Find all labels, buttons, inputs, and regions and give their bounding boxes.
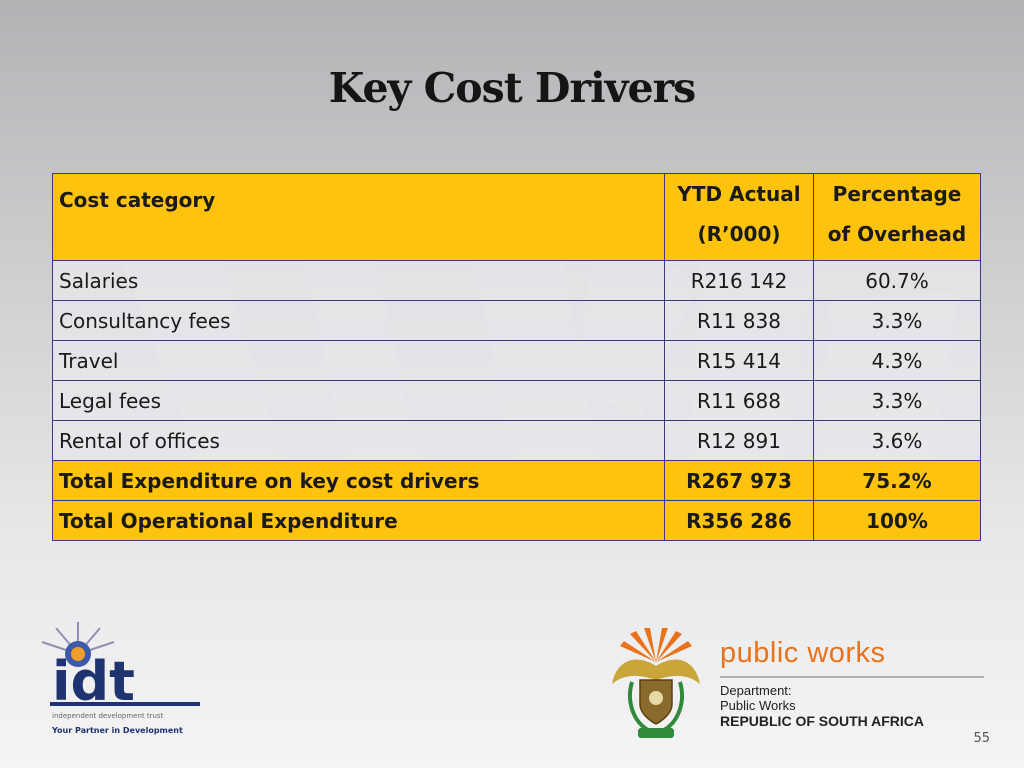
cell-category: Travel <box>52 340 665 381</box>
header-pct-line1: Percentage <box>832 182 962 206</box>
country-name: REPUBLIC OF SOUTH AFRICA <box>720 713 925 729</box>
total-key-drivers-row: Total Expenditure on key cost drivers R2… <box>52 460 981 501</box>
cell-percentage: 4.3% <box>813 340 981 381</box>
cell-ytd: R15 414 <box>664 340 814 381</box>
department-label: Department: <box>720 683 792 698</box>
header-percentage: Percentage of Overhead <box>813 173 981 261</box>
cell-ytd: R11 688 <box>664 380 814 421</box>
cell-percentage: 3.3% <box>813 300 981 341</box>
table-row: Travel R15 414 4.3% <box>52 340 981 381</box>
table-row: Salaries R216 142 60.7% <box>52 260 981 301</box>
cell-ytd: R356 286 <box>664 500 814 541</box>
svg-text:Your Partner in Development: Your Partner in Development <box>51 726 183 735</box>
idt-logo-icon: idt independent development trust Your P… <box>41 622 200 735</box>
slide-title: Key Cost Drivers <box>328 64 697 112</box>
table-row: Rental of offices R12 891 3.6% <box>52 420 981 461</box>
page-number: 55 <box>973 731 990 746</box>
cell-category: Legal fees <box>52 380 665 421</box>
cell-category: Rental of offices <box>52 420 665 461</box>
cell-category: Total Operational Expenditure <box>52 500 665 541</box>
public-works-logo: public works Department: Public Works RE… <box>720 636 990 740</box>
public-works-wordmark: public works <box>720 637 886 669</box>
header-cost-category: Cost category <box>52 173 665 261</box>
table-row: Consultancy fees R11 838 3.3% <box>52 300 981 341</box>
cell-percentage: 75.2% <box>813 460 981 501</box>
cell-ytd: R12 891 <box>664 420 814 461</box>
cell-percentage: 3.6% <box>813 420 981 461</box>
public-works-rule <box>720 676 984 678</box>
header-ytd-line2: (R’000) <box>697 222 781 246</box>
cell-ytd: R11 838 <box>664 300 814 341</box>
header-ytd-line1: YTD Actual <box>677 182 801 206</box>
header-pct-line2: of Overhead <box>827 222 967 246</box>
table-row: Legal fees R11 688 3.3% <box>52 380 981 421</box>
cell-ytd: R216 142 <box>664 260 814 301</box>
cell-category: Salaries <box>52 260 665 301</box>
coat-of-arms-icon <box>612 628 700 738</box>
cost-drivers-table: Cost category YTD Actual (R’000) Percent… <box>52 173 981 541</box>
cell-percentage: 100% <box>813 500 981 541</box>
cell-category: Consultancy fees <box>52 300 665 341</box>
svg-text:independent development trust: independent development trust <box>52 712 164 720</box>
cell-percentage: 60.7% <box>813 260 981 301</box>
cell-category: Total Expenditure on key cost drivers <box>52 460 665 501</box>
table-header-row: Cost category YTD Actual (R’000) Percent… <box>52 173 981 261</box>
department-name: Public Works <box>720 698 796 713</box>
total-operational-row: Total Operational Expenditure R356 286 1… <box>52 500 981 541</box>
cell-ytd: R267 973 <box>664 460 814 501</box>
cell-percentage: 3.3% <box>813 380 981 421</box>
header-ytd-actual: YTD Actual (R’000) <box>664 173 814 261</box>
